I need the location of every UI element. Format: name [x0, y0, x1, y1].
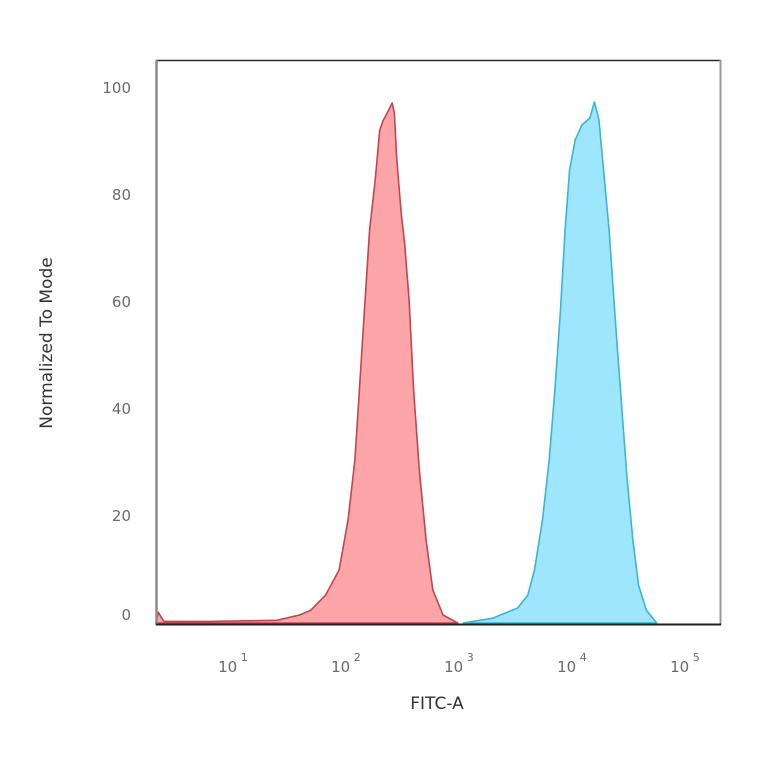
- y-tick-label: 100: [102, 79, 131, 97]
- x-tick-label: 10: [218, 658, 237, 676]
- y-tick-label: 0: [121, 606, 131, 624]
- x-tick-exponent: 3: [467, 651, 474, 664]
- x-tick-exponent: 5: [693, 651, 700, 664]
- x-tick-exponent: 4: [580, 651, 587, 664]
- x-tick-label: 10: [444, 658, 463, 676]
- x-axis-title: FITC-A: [410, 694, 464, 714]
- x-tick-label: 10: [557, 658, 576, 676]
- series-layer: [155, 101, 658, 624]
- y-tick-labels: 0 20 40 60 80 100: [102, 79, 131, 624]
- y-tick-label: 80: [112, 186, 131, 204]
- x-tick-labels: 10 1 10 2 10 3 10 4 10 5: [218, 651, 700, 676]
- x-tick-label: 10: [670, 658, 689, 676]
- y-axis-title: Normalized To Mode: [37, 257, 57, 428]
- x-tick-exponent: 2: [354, 651, 361, 664]
- x-tick-label: 10: [331, 658, 350, 676]
- histogram-series-control: [155, 102, 459, 624]
- plot-frame: [155, 59, 722, 626]
- y-tick-label: 40: [112, 400, 131, 418]
- histogram-series-stained: [462, 101, 658, 624]
- x-tick-exponent: 1: [241, 651, 248, 664]
- y-tick-label: 20: [112, 507, 131, 525]
- y-tick-label: 60: [112, 293, 131, 311]
